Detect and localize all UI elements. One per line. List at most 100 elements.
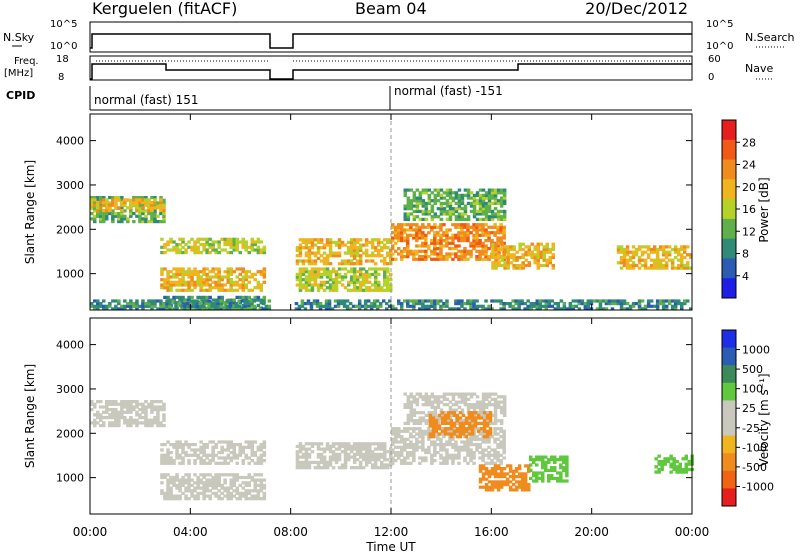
echo-cell bbox=[168, 302, 172, 306]
echo-cell bbox=[424, 432, 428, 436]
echo-cell bbox=[217, 461, 221, 465]
echo-cell bbox=[208, 237, 212, 241]
echo-cell bbox=[445, 451, 449, 455]
echo-cell bbox=[475, 223, 479, 227]
echo-cell bbox=[494, 245, 498, 249]
echo-cell bbox=[466, 188, 471, 192]
echo-cell bbox=[181, 491, 185, 495]
echo-cell bbox=[415, 302, 419, 306]
echo-cell bbox=[346, 262, 351, 266]
echo-cell bbox=[655, 299, 660, 303]
echo-cell bbox=[144, 200, 148, 205]
echo-cell bbox=[199, 278, 203, 282]
echo-cell bbox=[451, 397, 456, 401]
echo-cell bbox=[514, 469, 519, 473]
echo-cell bbox=[472, 451, 476, 455]
echo-cell bbox=[523, 307, 527, 311]
echo-cell bbox=[172, 275, 176, 279]
echo-cell bbox=[481, 472, 486, 476]
echo-cell bbox=[295, 262, 300, 266]
echo-cell bbox=[680, 266, 684, 270]
echo-cell bbox=[661, 258, 666, 262]
echo-cell bbox=[443, 413, 448, 417]
echo-cell bbox=[172, 494, 176, 498]
echo-cell bbox=[481, 252, 485, 256]
echo-cell bbox=[469, 196, 474, 200]
echo-cell bbox=[484, 472, 489, 476]
echo-cell bbox=[502, 228, 506, 232]
echo-cell bbox=[241, 243, 245, 247]
echo-cell bbox=[367, 254, 372, 258]
echo-cell bbox=[394, 445, 398, 449]
echo-cell bbox=[217, 245, 221, 249]
echo-cell bbox=[244, 283, 248, 287]
echo-cell bbox=[451, 307, 455, 311]
echo-cell bbox=[397, 435, 401, 439]
echo-cell bbox=[412, 223, 416, 227]
echo-cell bbox=[111, 307, 115, 311]
echo-cell bbox=[220, 473, 224, 477]
echo-cell bbox=[238, 497, 242, 501]
echo-cell bbox=[256, 497, 261, 501]
echo-cell bbox=[189, 307, 193, 311]
echo-cell bbox=[571, 304, 576, 308]
echo-cell bbox=[484, 403, 489, 407]
echo-cell bbox=[181, 251, 185, 255]
echo-cell bbox=[301, 466, 306, 470]
echo-cell bbox=[451, 233, 455, 237]
echo-cell bbox=[322, 288, 327, 292]
echo-cell bbox=[217, 278, 221, 282]
echo-cell bbox=[99, 413, 103, 417]
echo-cell bbox=[99, 405, 103, 409]
echo-cell bbox=[187, 272, 191, 276]
echo-cell bbox=[491, 263, 495, 268]
echo-cell bbox=[436, 419, 441, 423]
echo-cell bbox=[138, 220, 142, 224]
echo-cell bbox=[454, 233, 458, 237]
echo-cell bbox=[421, 397, 426, 401]
echo-cell bbox=[460, 236, 464, 240]
echo-cell bbox=[556, 307, 560, 311]
echo-cell bbox=[310, 288, 315, 292]
echo-cell bbox=[337, 251, 342, 255]
echo-cell bbox=[352, 251, 357, 255]
echo-cell bbox=[457, 244, 461, 248]
echo-cell bbox=[491, 255, 495, 260]
echo-cell bbox=[484, 469, 489, 473]
echo-cell bbox=[431, 432, 436, 436]
echo-cell bbox=[220, 248, 224, 252]
echo-cell bbox=[153, 196, 157, 200]
echo-cell bbox=[363, 304, 368, 308]
echo-cell bbox=[458, 427, 463, 431]
echo-cell bbox=[472, 212, 477, 216]
echo-cell bbox=[424, 456, 428, 460]
echo-cell bbox=[313, 460, 318, 464]
echo-cell bbox=[439, 247, 443, 251]
echo-cell bbox=[675, 470, 679, 474]
echo-cell bbox=[467, 416, 472, 420]
echo-cell bbox=[355, 278, 360, 282]
echo-cell bbox=[226, 473, 230, 477]
echo-cell bbox=[457, 400, 462, 404]
echo-cell bbox=[334, 254, 339, 258]
echo-cell bbox=[153, 206, 157, 210]
echo-cell bbox=[205, 243, 209, 247]
echo-cell bbox=[163, 278, 167, 282]
echo-cell bbox=[223, 494, 227, 498]
echo-cell bbox=[217, 286, 221, 290]
echo-cell bbox=[400, 228, 404, 232]
echo-cell bbox=[211, 286, 215, 290]
echo-cell bbox=[343, 463, 348, 467]
echo-cell bbox=[349, 466, 354, 470]
echo-cell bbox=[208, 243, 212, 247]
echo-cell bbox=[346, 270, 351, 274]
echo-cell bbox=[424, 448, 428, 452]
echo-cell bbox=[334, 278, 339, 282]
echo-cell bbox=[433, 304, 437, 308]
echo-cell bbox=[226, 486, 230, 490]
echo-cell bbox=[430, 225, 434, 229]
echo-cell bbox=[250, 497, 254, 501]
nsearch-tick-bottom: 10^0 bbox=[706, 41, 733, 52]
echo-cell bbox=[144, 410, 148, 414]
echo-cell bbox=[241, 461, 245, 465]
